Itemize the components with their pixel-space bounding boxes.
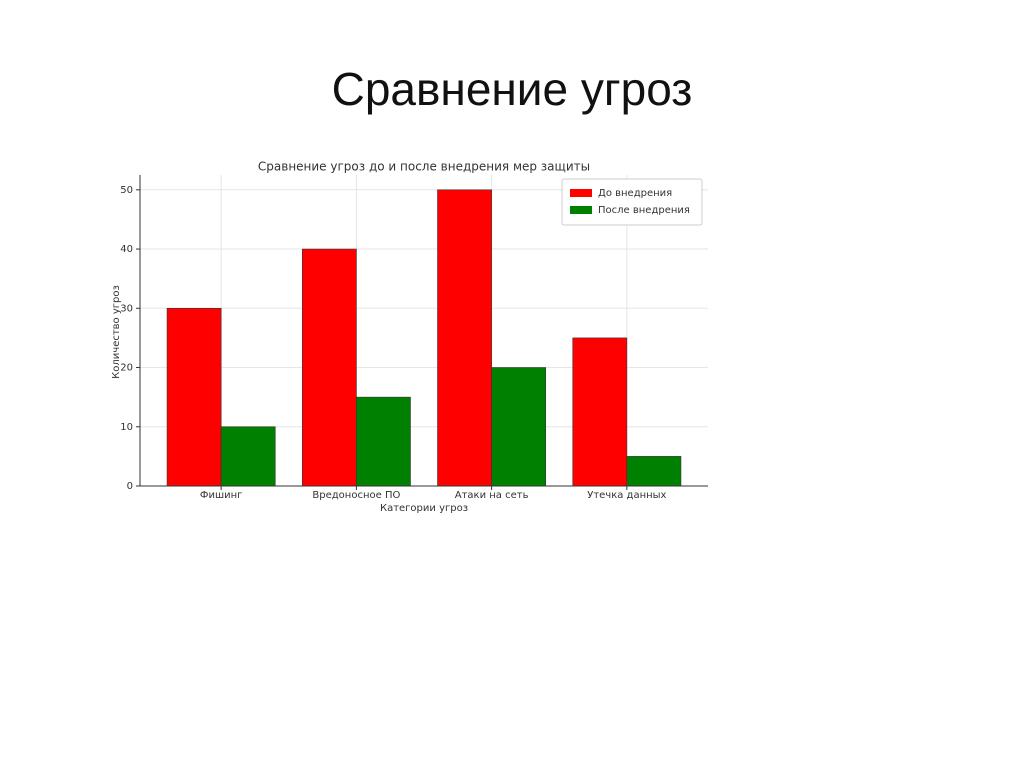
x-tick-label: Вредоносное ПО bbox=[312, 490, 400, 501]
bar bbox=[491, 367, 547, 487]
x-tick-label: Фишинг bbox=[200, 490, 243, 501]
legend-swatch bbox=[570, 206, 592, 214]
bar bbox=[626, 456, 682, 487]
bar bbox=[220, 426, 276, 487]
y-tick-label: 40 bbox=[120, 244, 133, 255]
x-axis-label: Категории угроз bbox=[380, 503, 468, 514]
legend-swatch bbox=[570, 189, 592, 197]
chart-title: Сравнение угроз до и после внедрения мер… bbox=[258, 160, 590, 174]
x-tick-label: Атаки на сеть bbox=[455, 490, 529, 501]
legend-label: До внедрения bbox=[598, 188, 672, 199]
bar bbox=[572, 337, 628, 487]
y-tick-label: 50 bbox=[120, 185, 133, 196]
y-tick-label: 10 bbox=[120, 422, 133, 433]
y-tick-label: 0 bbox=[127, 481, 133, 492]
bar bbox=[301, 248, 357, 487]
legend-box bbox=[561, 178, 703, 226]
legend-label: После внедрения bbox=[598, 205, 690, 216]
y-axis-label: Количество угроз bbox=[111, 285, 122, 379]
bar bbox=[437, 189, 492, 487]
y-tick-label: 20 bbox=[120, 363, 133, 374]
bar bbox=[166, 307, 222, 487]
bar bbox=[356, 396, 411, 487]
slide-title: Сравнение угроз bbox=[331, 63, 693, 115]
y-tick-label: 30 bbox=[120, 303, 133, 314]
x-tick-label: Утечка данных bbox=[587, 490, 666, 501]
